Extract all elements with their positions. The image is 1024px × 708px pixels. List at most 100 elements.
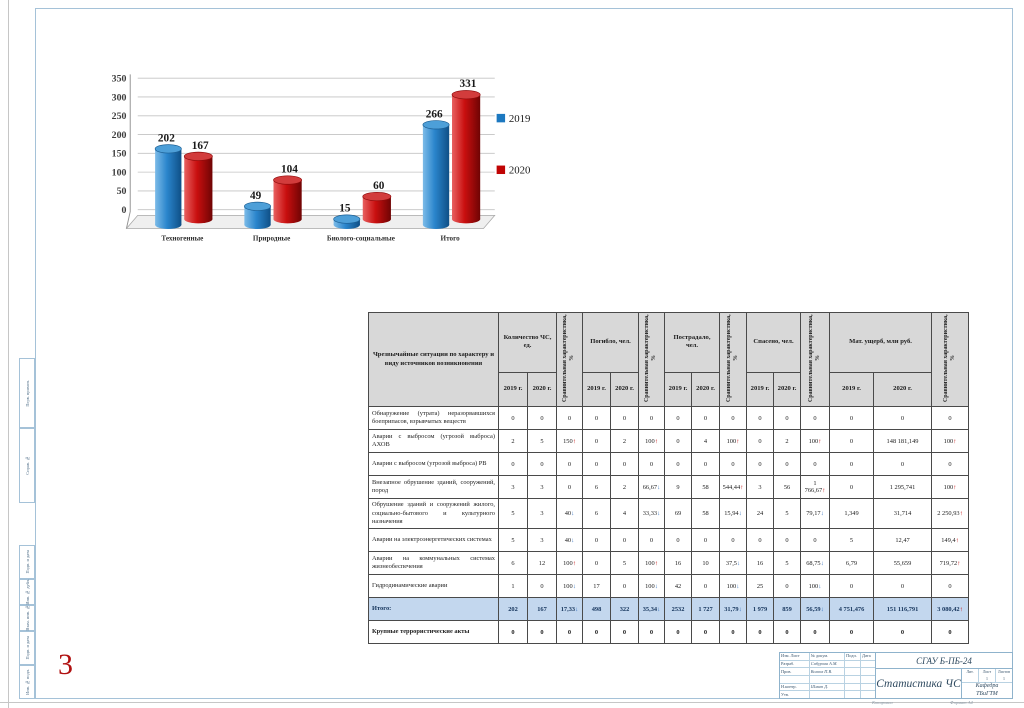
table-cell: 0: [691, 528, 721, 553]
table-cell: 719,72↑: [931, 551, 970, 576]
title-block-lit-grid: Лит. Лист Листов 1 1: [962, 669, 1012, 683]
row-label: Внезапное обрушение зданий, сооружений, …: [368, 475, 499, 500]
table-cell: 0: [498, 452, 528, 477]
department-name: Кафедра ТБиГТМ: [975, 683, 999, 697]
table-cell: 100↑: [638, 429, 666, 454]
table-cell: 0: [719, 406, 748, 431]
table-cell: 0: [582, 551, 611, 576]
title-block-cell: [861, 691, 875, 698]
table-cell: 322: [609, 597, 640, 622]
table-cell: 3: [527, 498, 557, 530]
table-cell: 5: [609, 551, 640, 576]
table-cell: 2: [773, 429, 802, 454]
x-category-label: Итого: [441, 235, 461, 243]
table-year-header: 2019 г.: [746, 371, 775, 408]
title-block-cell: [845, 660, 862, 668]
table-row: Аварии на коммунальных системах жизнеобе…: [368, 551, 970, 576]
table-cell: 9: [664, 475, 693, 500]
title-block-cell: [861, 668, 875, 675]
table-cell: 167: [527, 597, 557, 622]
table-cell: 0: [931, 620, 970, 645]
title-block-cell: Разраб.: [780, 660, 810, 668]
frame-margin-box: Перв. примен.: [19, 358, 35, 428]
table-cell: 5: [527, 429, 557, 454]
table-cell: 0: [609, 528, 640, 553]
lit-cell: Лист: [979, 669, 996, 676]
bar-value-label: 202: [158, 132, 175, 144]
table-cell: 0: [829, 620, 875, 645]
y-tick-label: 300: [112, 92, 127, 103]
page-bottom-edge-line: [0, 702, 1024, 703]
table-cell: 2532: [664, 597, 693, 622]
table-cell: 150↑: [556, 429, 583, 454]
x-category-label: Техногенные: [161, 235, 203, 243]
table-row: Итого: 202 167 17,33↓ 498 322 35,34↓ 2532 1 727 3…: [368, 597, 970, 622]
table-cell: 0: [773, 620, 802, 645]
table-cell: 5: [773, 498, 802, 530]
table-cell: 0: [746, 429, 775, 454]
table-row: Внезапное обрушение зданий, сооружений, …: [368, 475, 970, 500]
table-compare-header: Сравнительная характеристика, %: [931, 311, 970, 408]
bar-value-label: 15: [339, 203, 351, 215]
table-cell: 4: [691, 429, 721, 454]
table-cell: 0: [746, 452, 775, 477]
table-cell: 0: [609, 406, 640, 431]
lit-cell: Листов: [998, 670, 1010, 675]
table-cell: 2: [609, 429, 640, 454]
table-cell: 0: [556, 406, 583, 431]
table-cell: 0: [691, 452, 721, 477]
table-cell: 0: [873, 620, 933, 645]
table-cell: 0: [829, 429, 875, 454]
table-cell: 0: [691, 406, 721, 431]
table-cell: 5: [773, 551, 802, 576]
table-cell: 0: [498, 620, 528, 645]
table-cell: 0: [800, 452, 831, 477]
table-cell: 0: [829, 475, 875, 500]
table-compare-header: Сравнительная характеристика, %: [800, 311, 831, 408]
table-cell: 0: [829, 452, 875, 477]
page-left-edge-line: [8, 0, 9, 708]
table-cell: 1 295,741: [873, 475, 933, 500]
table-cell: 6: [582, 475, 611, 500]
table-cell: 544,44↑: [719, 475, 748, 500]
table-cell: 100↑: [931, 429, 970, 454]
title-block-cell: [810, 676, 846, 683]
table-cell: 40↓: [556, 528, 583, 553]
title-block-cell: [810, 691, 846, 699]
title-block-cell: [845, 683, 862, 691]
table-cell: 4: [609, 498, 640, 530]
table-cell: 17: [582, 574, 611, 599]
table-cell: 1,349: [829, 498, 875, 530]
y-tick-label: 200: [112, 130, 127, 141]
title-block-cell: Волков П.В.: [810, 668, 846, 676]
page-number: 3: [58, 648, 73, 681]
row-label: Крупные террористические акты: [368, 620, 499, 645]
table-cell: 0: [773, 452, 802, 477]
table-cell: 100↓: [800, 574, 831, 599]
table-cell: 0: [719, 528, 748, 553]
frame-margin-box: Справ. №: [19, 428, 35, 503]
title-block-cell: Утв.: [780, 691, 810, 699]
statistics-table-wrap: Чрезвычайные ситуации по характеру и вид…: [368, 311, 970, 645]
table-cell: 0: [582, 620, 611, 645]
row-label: Итого:: [368, 597, 499, 622]
title-block-cell: [861, 676, 875, 683]
copied-label: Копировал: [872, 700, 893, 705]
table-cell: 0: [556, 452, 583, 477]
table-cell: 58: [691, 498, 721, 530]
table-year-header: 2020 г.: [873, 371, 933, 408]
table-compare-header: Сравнительная характеристика, %: [556, 311, 583, 408]
x-category-label: Природные: [253, 235, 290, 243]
table-cell: 0: [873, 452, 933, 477]
table-cell: 2: [498, 429, 528, 454]
row-label: Гидродинамические аварии: [368, 574, 499, 599]
table-row: Аварии с выбросом (угрозой выброса) АХОВ…: [368, 429, 970, 454]
table-cell: 0: [582, 429, 611, 454]
y-tick-label: 350: [112, 73, 127, 84]
table-group-header: Спасено, чел.: [746, 312, 802, 373]
document-code: СГАУ Б-ПБ-24: [876, 653, 1012, 669]
y-tick-label: 100: [112, 167, 127, 178]
table-cell: 2 250,93↑: [931, 498, 970, 530]
table-cell: 0: [719, 452, 748, 477]
